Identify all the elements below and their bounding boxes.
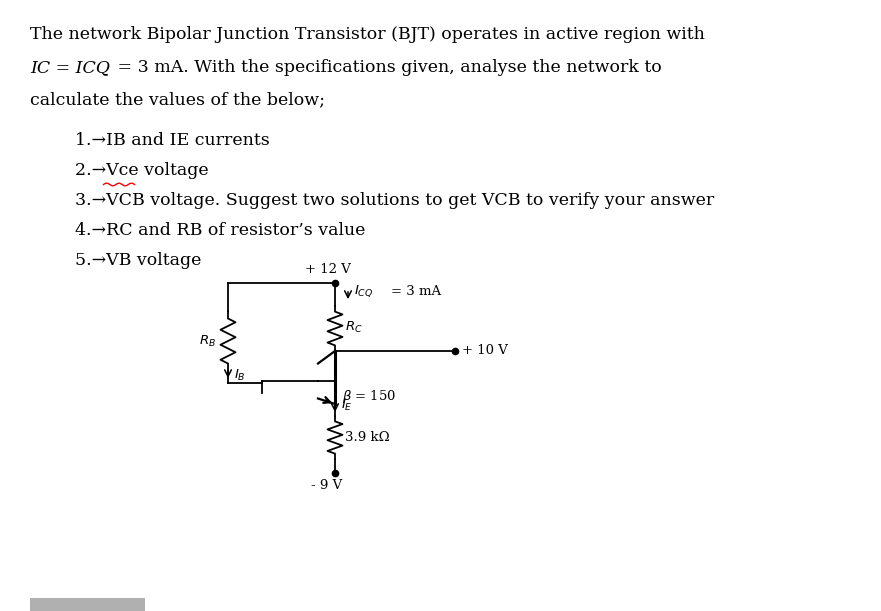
Text: 3.→VCB voltage. Suggest two solutions to get VCB to verify your answer: 3.→VCB voltage. Suggest two solutions to… [75,192,714,209]
Text: - 9 V: - 9 V [311,479,343,492]
Text: 2.→Vce voltage: 2.→Vce voltage [75,162,209,179]
Text: 1.→IB and IE currents: 1.→IB and IE currents [75,132,270,149]
Text: 5.→VB voltage: 5.→VB voltage [75,252,202,269]
Bar [30,598,145,611]
Text: IC = ICQ: IC = ICQ [30,59,110,76]
Text: $I_B$: $I_B$ [234,367,246,382]
Text: = 3 mA: = 3 mA [391,285,441,298]
Text: $I_{CQ}$: $I_{CQ}$ [354,284,374,299]
Text: 4.→RC and RB of resistor’s value: 4.→RC and RB of resistor’s value [75,222,366,239]
Text: 3.9 kΩ: 3.9 kΩ [345,431,389,444]
Text: + 12 V: + 12 V [305,263,351,276]
Text: $\beta$ = 150: $\beta$ = 150 [342,388,396,405]
Text: $R_C$: $R_C$ [345,320,363,335]
Text: calculate the values of the below;: calculate the values of the below; [30,91,325,108]
Text: $R_B$: $R_B$ [199,334,216,348]
Text: = 3 mA. With the specifications given, analyse the network to: = 3 mA. With the specifications given, a… [112,59,662,76]
Text: + 10 V: + 10 V [462,345,507,357]
Text: $I_E$: $I_E$ [341,397,352,412]
Text: The network Bipolar Junction Transistor (BJT) operates in active region with: The network Bipolar Junction Transistor … [30,26,705,43]
